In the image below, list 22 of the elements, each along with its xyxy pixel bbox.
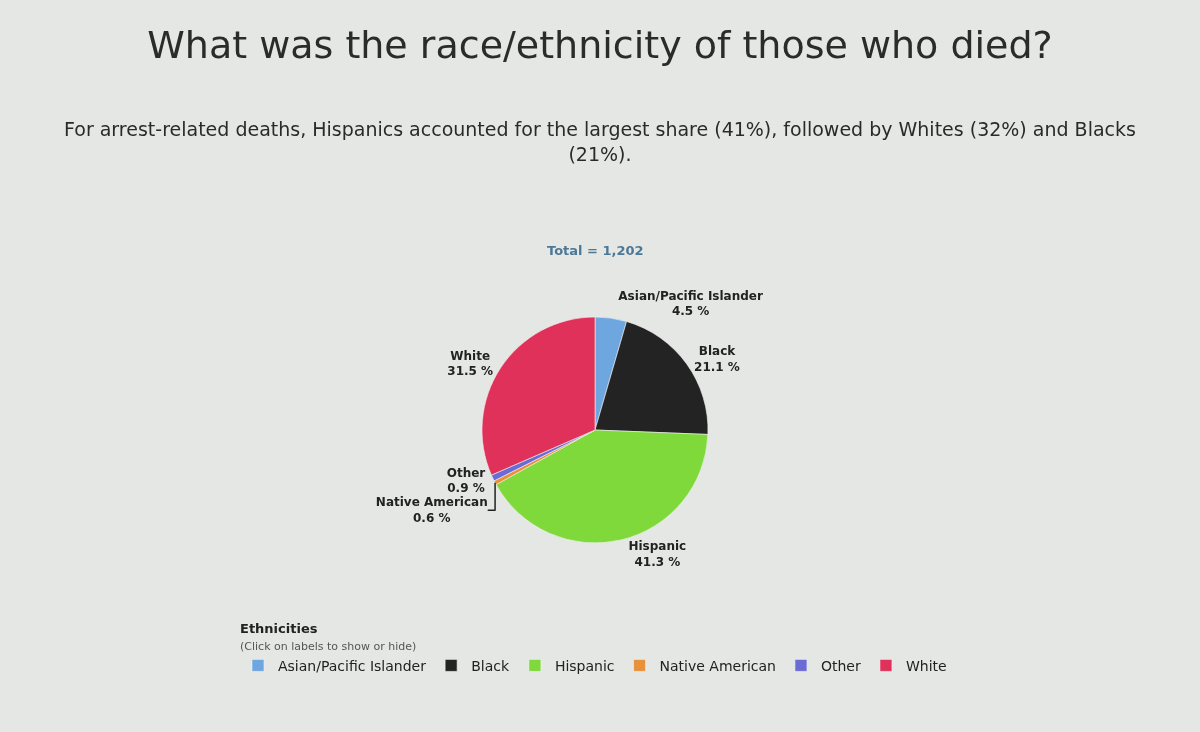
chart-title: What was the race/ethnicity of those who died? — [147, 23, 1053, 68]
data-label: 4.5 % — [671, 304, 710, 319]
legend-label: Native American — [659, 657, 776, 674]
slice-label: Black — [698, 344, 737, 359]
data-label: 21.1 % — [694, 359, 740, 374]
text: Total = 1,202 — [547, 243, 644, 258]
data-label: 31.5 % — [447, 364, 494, 379]
data-label: 0.6 % — [413, 511, 451, 526]
data-label: 41.3 % — [634, 554, 681, 569]
legend-label: Other — [820, 657, 861, 674]
legend-label: White — [905, 657, 947, 674]
legend-label: Black — [471, 657, 510, 674]
slice-label: Native American — [375, 495, 488, 510]
data-label: 0.9 % — [447, 481, 485, 496]
slice-label: White — [450, 348, 491, 363]
legend-label: Asian/Pacific Islander — [278, 657, 427, 674]
legend-label: Hispanic — [554, 657, 615, 674]
chart-subtitle: For arrest-related deaths, Hispanics accounted for the largest share (41%), followed by Whites (32%) and Blacks (21%). — [64, 118, 1136, 165]
slice-label: Other — [446, 465, 486, 480]
legend-title: Ethnicities (Click on labels to show or hide) — [240, 620, 417, 653]
slice-label: Hispanic — [628, 539, 687, 554]
slice-label: Asian/Pacific Islander — [618, 288, 763, 303]
